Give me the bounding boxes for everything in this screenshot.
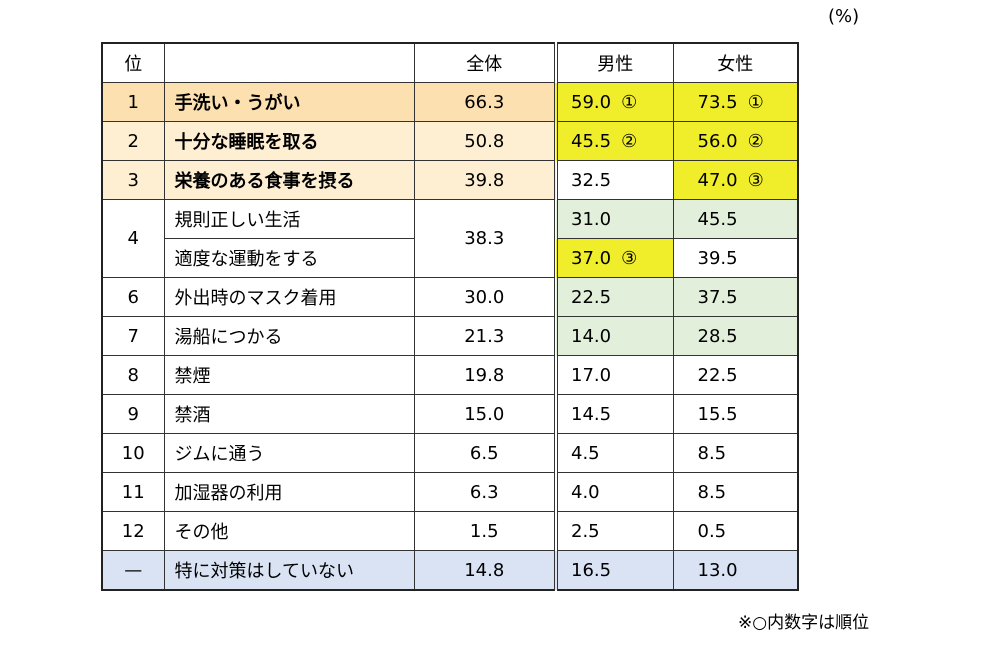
cell: 8.5 [672, 472, 799, 512]
row: 7 湯船につかる 21.3 14.0 28.5 [101, 316, 799, 356]
cell: 38.3 [413, 199, 557, 278]
value: 73.5 [697, 91, 738, 113]
cell: 0.5 [672, 511, 799, 551]
cell: 10 [101, 433, 165, 473]
row: 11 加湿器の利用 6.3 4.0 8.5 [101, 472, 799, 512]
cell: 15.0 [413, 394, 557, 434]
cell: 12 [101, 511, 165, 551]
cell: 加湿器の利用 [163, 472, 415, 512]
value: 47.0 [697, 169, 738, 191]
cell: 9 [101, 394, 165, 434]
cell: 39.8 [413, 160, 557, 200]
cell: 手洗い・うがい [163, 82, 415, 122]
row: 2 十分な睡眠を取る 50.8 45.5 ② 56.0 ② [101, 121, 799, 161]
cell: 外出時のマスク着用 [163, 277, 415, 317]
cell: 22.5 [672, 355, 799, 395]
cell: 湯船につかる [163, 316, 415, 356]
cell: 14.8 [413, 550, 557, 591]
cell: 7 [101, 316, 165, 356]
cell: 4 [101, 199, 165, 278]
cell: 栄養のある食事を摂る [163, 160, 415, 200]
cell: 4.5 [554, 433, 674, 473]
value: 45.5 [571, 130, 612, 152]
cell: — [101, 550, 165, 591]
cell: 禁煙 [163, 355, 415, 395]
cell: その他 [163, 511, 415, 551]
cell: 6 [101, 277, 165, 317]
cell: 14.5 [554, 394, 674, 434]
row: 9 禁酒 15.0 14.5 15.5 [101, 394, 799, 434]
cell: 8 [101, 355, 165, 395]
row: 12 その他 1.5 2.5 0.5 [101, 511, 799, 551]
cell: 66.3 [413, 82, 557, 122]
row: 8 禁煙 19.8 17.0 22.5 [101, 355, 799, 395]
cell: 1 [101, 82, 165, 122]
cell: 28.5 [672, 316, 799, 356]
cell: 47.0 ③ [672, 160, 799, 200]
value: 56.0 [697, 130, 738, 152]
header-cell: 位 [101, 42, 165, 83]
cell: 規則正しい生活 [163, 199, 415, 239]
rank-mark: ② [621, 130, 638, 152]
cell: 37.0 ③ [554, 238, 674, 278]
cell: 45.5 [672, 199, 799, 239]
table: 位 全体 男性 女性 1 手洗い・うがい 66.3 59.0 ① 73.5 ① 2 … [101, 42, 799, 591]
cell: 73.5 ① [672, 82, 799, 122]
cell: 22.5 [554, 277, 674, 317]
header-cell: 女性 [672, 42, 799, 83]
cell: 2 [101, 121, 165, 161]
cell: 30.0 [413, 277, 557, 317]
row: 4 規則正しい生活 38.3 31.0 45.5 [101, 199, 799, 278]
cell: 8.5 [672, 433, 799, 473]
value: 59.0 [571, 91, 612, 113]
cell: 6.5 [413, 433, 557, 473]
cell: 13.0 [672, 550, 799, 591]
cell: 19.8 [413, 355, 557, 395]
rank-mark: ① [621, 91, 638, 113]
cell: 十分な睡眠を取る [163, 121, 415, 161]
cell: 16.5 [554, 550, 674, 591]
cell: 21.3 [413, 316, 557, 356]
row: 1 手洗い・うがい 66.3 59.0 ① 73.5 ① [101, 82, 799, 122]
value: 37.0 [571, 247, 612, 269]
cell: 4.0 [554, 472, 674, 512]
cell: 32.5 [554, 160, 674, 200]
header-row: 位 全体 男性 女性 [101, 42, 799, 83]
cell: 50.8 [413, 121, 557, 161]
cell: 59.0 ① [554, 82, 674, 122]
row: — 特に対策はしていない 14.8 16.5 13.0 [101, 550, 799, 591]
row: 10 ジムに通う 6.5 4.5 8.5 [101, 433, 799, 473]
unit: (%) [828, 6, 860, 27]
note: ※○内数字は順位 [738, 613, 870, 633]
cell: 適度な運動をする [163, 238, 415, 278]
cell: 14.0 [554, 316, 674, 356]
cell: 31.0 [554, 199, 674, 239]
row: 6 外出時のマスク着用 30.0 22.5 37.5 [101, 277, 799, 317]
cell: 37.5 [672, 277, 799, 317]
rank-mark: ③ [747, 169, 764, 191]
row: 適度な運動をする 37.0 ③ 39.5 [102, 238, 799, 278]
cell: 2.5 [554, 511, 674, 551]
header-cell: 全体 [413, 42, 557, 83]
cell: 11 [101, 472, 165, 512]
cell: 17.0 [554, 355, 674, 395]
cell: 1.5 [413, 511, 557, 551]
cell: ジムに通う [163, 433, 415, 473]
cell: 特に対策はしていない [163, 550, 415, 591]
row: 3 栄養のある食事を摂る 39.8 32.5 47.0 ③ [101, 160, 799, 200]
rank-mark: ③ [621, 247, 638, 269]
cell: 39.5 [672, 238, 799, 278]
cell: 56.0 ② [672, 121, 799, 161]
header-cell: 男性 [554, 42, 674, 83]
cell: 45.5 ② [554, 121, 674, 161]
cell: 禁酒 [163, 394, 415, 434]
rank-mark: ② [747, 130, 764, 152]
rank-mark: ① [747, 91, 764, 113]
header-cell [163, 42, 415, 83]
cell: 3 [101, 160, 165, 200]
cell: 6.3 [413, 472, 557, 512]
cell: 15.5 [672, 394, 799, 434]
